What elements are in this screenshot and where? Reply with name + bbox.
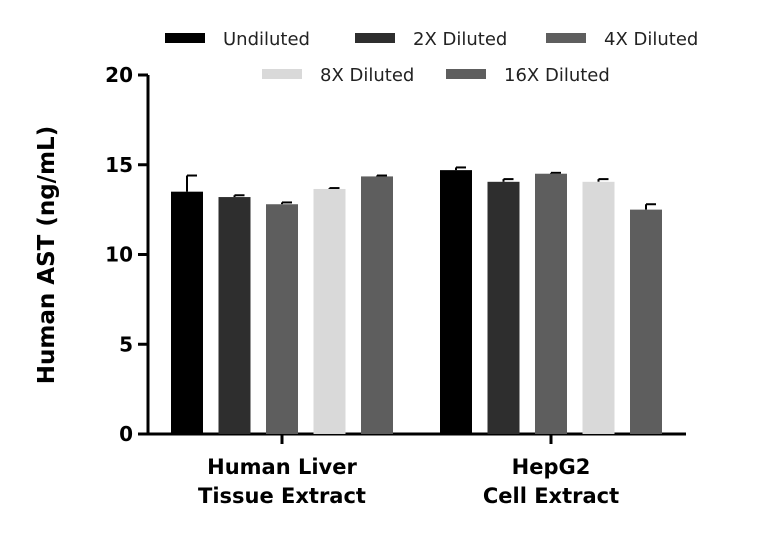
- bar-8x-diluted: [582, 181, 615, 434]
- x-category-label: Cell Extract: [483, 484, 619, 508]
- bar-16x-diluted: [361, 176, 393, 435]
- legend-swatch: [446, 69, 486, 79]
- bar-undiluted: [171, 191, 203, 434]
- bar-4x-diluted: [266, 204, 298, 434]
- legend-label: Undiluted: [223, 29, 310, 50]
- bar-4x-diluted: [535, 173, 567, 434]
- y-tick-label: 15: [105, 153, 133, 177]
- bar-16x-diluted: [630, 209, 662, 434]
- y-tick-label: 20: [105, 63, 133, 87]
- legend-label: 8X Diluted: [320, 65, 414, 86]
- y-tick-label: 10: [105, 243, 133, 267]
- bar-undiluted: [440, 170, 472, 434]
- legend-swatch: [546, 33, 586, 43]
- y-tick-label: 5: [119, 332, 133, 356]
- y-axis-label: Human AST (ng/mL): [34, 126, 60, 384]
- x-category-label: HepG2: [512, 455, 591, 479]
- legend-label: 2X Diluted: [413, 29, 507, 50]
- x-category-label: Tissue Extract: [198, 484, 366, 508]
- bar-2x-diluted: [218, 197, 251, 434]
- legend-label: 16X Diluted: [504, 65, 610, 86]
- legend-label: 4X Diluted: [604, 29, 698, 50]
- y-tick-label: 0: [119, 422, 133, 446]
- legend: Undiluted 2X Diluted 4X Diluted 8X Diluted 1…: [165, 29, 698, 86]
- x-category-label: Human Liver: [207, 455, 357, 479]
- legend-swatch: [355, 33, 395, 43]
- bar-8x-diluted: [313, 188, 346, 434]
- bars: [171, 166, 662, 435]
- category-labels: Human Liver Tissue Extract HepG2 Cell Extra…: [198, 455, 619, 508]
- legend-swatch: [165, 33, 205, 43]
- bar-2x-diluted: [487, 181, 520, 434]
- legend-swatch: [262, 69, 302, 79]
